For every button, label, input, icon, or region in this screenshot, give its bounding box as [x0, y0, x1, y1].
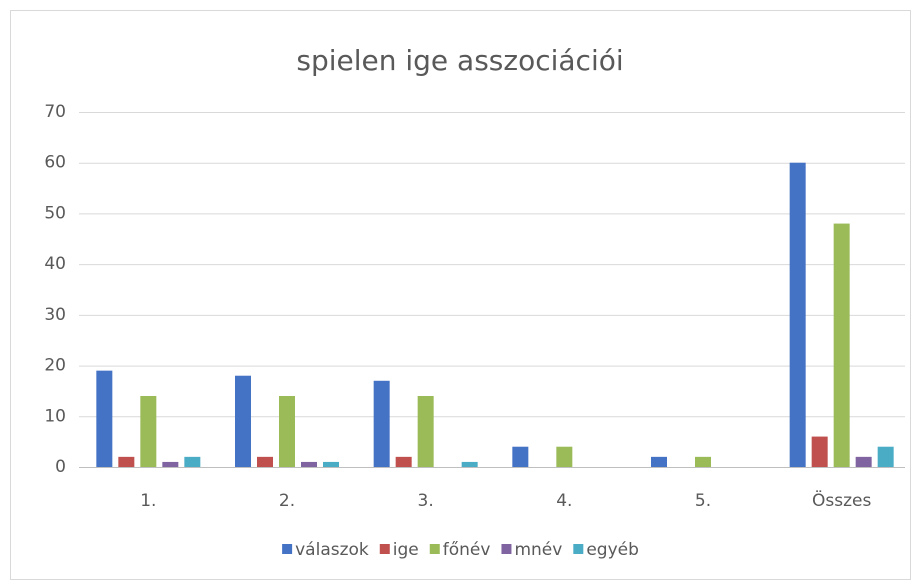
y-tick-label: 10	[44, 406, 66, 426]
x-tick-label: 4.	[556, 491, 572, 511]
y-tick-label: 70	[44, 102, 66, 122]
bar	[395, 456, 412, 467]
bar	[811, 436, 828, 467]
y-tick-label: 0	[55, 457, 66, 477]
bar	[373, 380, 390, 467]
bar	[257, 456, 273, 467]
y-tick-label: 50	[44, 203, 66, 223]
bar	[877, 446, 894, 467]
bar	[461, 461, 478, 467]
bar	[323, 461, 339, 467]
legend-marker	[429, 544, 440, 554]
y-tick-label: 40	[44, 254, 66, 274]
bar	[140, 396, 157, 467]
bar	[162, 461, 179, 467]
x-tick-label: 3.	[418, 491, 434, 511]
bar	[695, 456, 711, 467]
legend-label: mnév	[514, 540, 562, 560]
chart-title: spielen ige asszociációi	[296, 44, 623, 77]
legend-marker	[501, 544, 512, 554]
bar	[833, 223, 850, 467]
y-tick-label: 20	[44, 356, 66, 376]
bar	[96, 370, 113, 467]
bar	[235, 375, 251, 467]
legend-marker	[282, 544, 293, 554]
chart-border	[10, 10, 911, 580]
y-tick-label: 30	[44, 305, 66, 325]
legend-label: főnév	[443, 540, 491, 560]
bar	[417, 396, 434, 467]
legend-marker	[573, 544, 584, 554]
legend-marker	[379, 544, 390, 554]
bar	[855, 456, 872, 467]
bar	[651, 456, 667, 467]
bar	[118, 456, 135, 467]
x-tick-label: 1.	[140, 491, 156, 511]
x-tick-label: 2.	[279, 491, 295, 511]
bar	[279, 396, 295, 467]
legend-label: válaszok	[295, 540, 369, 560]
legend-label: ige	[393, 540, 419, 560]
x-tick-label: 5.	[695, 491, 711, 511]
bar	[301, 461, 317, 467]
y-tick-label: 60	[44, 153, 66, 173]
bar	[789, 162, 806, 467]
bar	[556, 446, 573, 467]
legend-label: egyéb	[586, 540, 639, 560]
bar	[512, 446, 529, 467]
x-tick-label: Összes	[812, 489, 871, 511]
bar	[184, 456, 201, 467]
